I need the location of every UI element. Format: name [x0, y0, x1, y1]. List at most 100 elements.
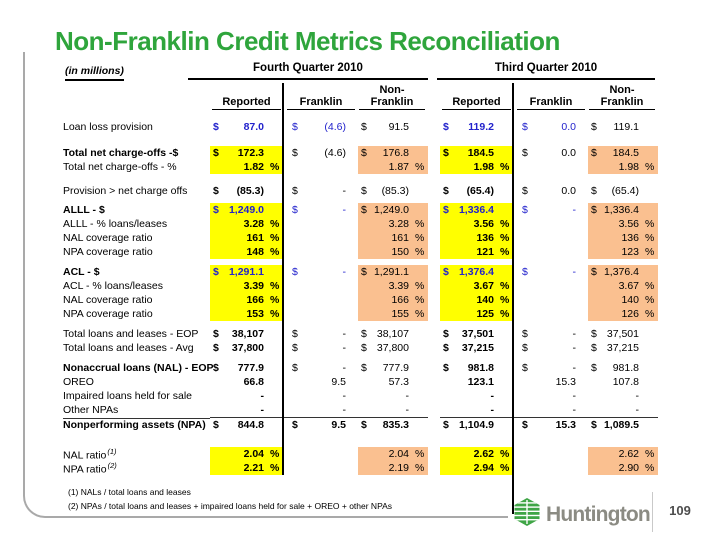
cell-q4-nonfranklin: $777.9 [358, 361, 428, 375]
currency-symbol: $ [292, 184, 298, 197]
currency-symbol: $ [213, 184, 219, 197]
currency-symbol: $ [443, 327, 449, 340]
cell-q4-nonfranklin: $176.8 [358, 146, 428, 160]
cell-q3-reported: 140% [440, 293, 513, 307]
huntington-logo: Huntington [512, 497, 651, 532]
row-label: NAL coverage ratio [63, 294, 210, 307]
cell-value: - [342, 361, 347, 374]
quarter-gap [428, 403, 440, 417]
huntington-hexagon-icon [512, 497, 542, 532]
percent-symbol: % [645, 217, 655, 230]
table-row: ALLL - $ $1,249.0 $ - $1,249.0 $1,336.4 $ - $1,3… [63, 203, 659, 217]
cell-value: 2.19 [388, 461, 409, 474]
row-label-text: NPA ratio [63, 463, 107, 476]
cell-value: - [405, 389, 410, 402]
cell-q4-nonfranklin: - [358, 389, 428, 403]
percent-symbol: % [270, 160, 280, 173]
cell-value: 176.8 [382, 146, 409, 159]
currency-symbol: $ [522, 419, 528, 431]
currency-symbol: $ [522, 341, 528, 354]
cell-value: 2.90 [618, 461, 639, 474]
row-label-text: NPA coverage ratio [63, 245, 153, 258]
cell-q4-franklin [283, 160, 358, 174]
cell-q3-franklin: 15.3 [513, 375, 588, 389]
cell-q3-reported: 121% [440, 245, 513, 259]
percent-symbol: % [415, 447, 425, 460]
cell-value: 777.9 [237, 361, 264, 374]
row-label-text: NAL coverage ratio [63, 231, 153, 244]
percent-symbol: % [415, 160, 425, 173]
cell-value: 1.98 [618, 160, 639, 173]
cell-q3-reported: $1,336.4 [440, 203, 513, 217]
quarter-gap [428, 375, 440, 389]
quarter-gap [428, 184, 440, 198]
cell-q3-reported: 125% [440, 307, 513, 321]
cell-value: 1,249.0 [373, 203, 409, 216]
cell-value: - [342, 403, 347, 416]
currency-symbol: $ [591, 203, 597, 216]
cell-q4-nonfranklin: $38,107 [358, 327, 428, 341]
col-header-q3-nonfranklin: Non- Franklin [589, 83, 655, 110]
page-title: Non-Franklin Credit Metrics Reconciliati… [55, 26, 560, 56]
cell-q4-franklin: $ - [283, 361, 358, 375]
cell-value: (65.4) [466, 184, 494, 197]
cell-value: 1,249.0 [228, 203, 264, 216]
cell-value: 2.62 [618, 447, 639, 460]
percent-symbol: % [645, 231, 655, 244]
cell-q4-reported: 161% [210, 231, 283, 245]
row-label-text: Other NPAs [63, 403, 119, 416]
percent-symbol: % [500, 279, 510, 292]
percent-symbol: % [500, 245, 510, 258]
table-row: Impaired loans held for sale - - - - - - [63, 389, 659, 403]
cell-value: - [635, 389, 640, 402]
cell-value: (65.4) [611, 184, 639, 197]
cell-q4-franklin: $ - [283, 265, 358, 279]
percent-symbol: % [500, 447, 510, 460]
quarter-header-q3: Third Quarter 2010 [437, 62, 655, 80]
cell-value: - [342, 341, 347, 354]
cell-q4-nonfranklin: $835.3 [358, 417, 428, 433]
row-label: OREO [63, 376, 210, 389]
cell-q3-reported: $37,215 [440, 341, 513, 355]
footnote-1: (1) NALs / total loans and leases [68, 487, 191, 497]
cell-value: 15.3 [555, 419, 576, 431]
quarter-gap [428, 389, 440, 403]
cell-q4-franklin [283, 217, 358, 231]
cell-value: 166 [391, 293, 409, 306]
cell-q4-franklin [283, 293, 358, 307]
cell-q3-franklin: $ - [513, 341, 588, 355]
table-row: NPA coverage ratio 148% 150% 121% 123% [63, 245, 659, 259]
row-label-text: NAL coverage ratio [63, 293, 153, 306]
currency-symbol: $ [591, 120, 597, 133]
cell-value: (85.3) [236, 184, 264, 197]
col-header-q3-reported: Reported [442, 83, 511, 110]
currency-symbol: $ [591, 361, 597, 374]
cell-value: 3.39 [388, 279, 409, 292]
cell-value: - [572, 265, 577, 278]
col-header-label: Franklin [370, 96, 414, 108]
cell-q4-franklin: $ - [283, 341, 358, 355]
cell-value: (4.6) [324, 146, 346, 159]
cell-value: 140 [621, 293, 639, 306]
cell-value: 136 [621, 231, 639, 244]
cell-q4-reported: - [210, 389, 283, 403]
cell-value: 37,501 [606, 327, 639, 340]
col-header-label: Franklin [600, 96, 644, 108]
page-number-separator [652, 492, 653, 532]
cell-q3-nonfranklin: 3.56% [588, 217, 658, 231]
cell-value: 153 [246, 307, 264, 320]
cell-value: 150 [391, 245, 409, 258]
cell-value: 66.8 [243, 375, 264, 388]
currency-symbol: $ [213, 146, 219, 159]
row-label-text: Nonaccrual loans (NAL) - EOP [63, 361, 214, 374]
cell-q4-reported: 3.39% [210, 279, 283, 293]
cell-q3-reported: 123.1 [440, 375, 513, 389]
cell-q4-franklin [283, 279, 358, 293]
cell-q3-nonfranklin: $1,089.5 [588, 417, 658, 433]
row-label-text: ALLL - $ [63, 203, 105, 216]
cell-q4-reported: - [210, 403, 283, 417]
cell-value: 3.28 [388, 217, 409, 230]
cell-q3-franklin [513, 279, 588, 293]
row-label-text: NAL ratio [63, 449, 107, 462]
cell-q4-reported: $844.8 [210, 417, 283, 433]
